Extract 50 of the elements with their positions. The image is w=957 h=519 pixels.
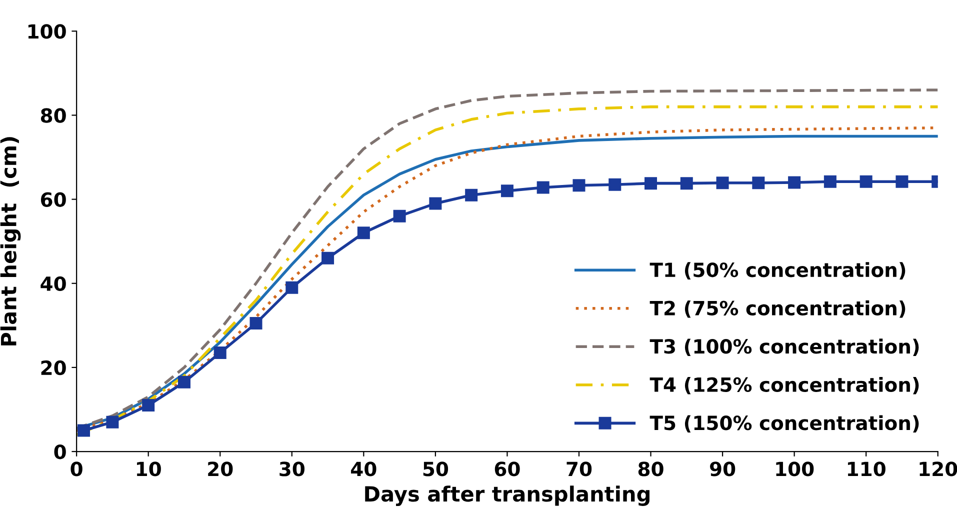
point: [572, 179, 586, 192]
point: [465, 188, 478, 202]
point: [214, 346, 226, 359]
point: [357, 226, 370, 240]
x-tick-label: 20: [208, 462, 233, 476]
x-axis-title: Days after transplanting: [365, 486, 650, 506]
x-tick-label: 110: [848, 462, 886, 476]
point: [608, 178, 622, 191]
x-tick-label: 120: [920, 462, 957, 476]
point: [429, 197, 442, 210]
y-tick-label: 80: [40, 108, 66, 123]
x-tick-label: 100: [776, 462, 814, 476]
point: [500, 184, 514, 198]
y-tick-label: 0: [54, 444, 66, 460]
x-tick-label: 10: [137, 462, 161, 476]
x-tick-label: 30: [280, 462, 304, 476]
point: [644, 177, 658, 190]
legend-label: T5 (150% concentration): [650, 415, 919, 433]
x-tick-label: 0: [70, 462, 82, 476]
point: [178, 376, 190, 388]
y-tick-label: 100: [28, 24, 66, 39]
point: [250, 317, 262, 330]
point: [142, 399, 155, 412]
point: [716, 176, 729, 190]
legend-label: T1 (50% concentration): [650, 262, 906, 280]
point: [896, 175, 908, 188]
point: [536, 181, 550, 194]
x-tick-label: 40: [351, 462, 376, 476]
legend-label: T4 (125% concentration): [650, 376, 919, 394]
point: [286, 281, 298, 294]
x-tick-label: 90: [710, 462, 736, 476]
point: [788, 176, 801, 189]
point: [393, 210, 406, 222]
legend-label: T2 (75% concentration): [650, 300, 906, 318]
y-tick-label: 40: [40, 276, 66, 292]
y-tick-label: 20: [41, 360, 66, 376]
point: [77, 424, 90, 437]
point: [752, 176, 765, 190]
point: [680, 177, 693, 190]
point: [322, 252, 334, 264]
legend-label: T3 (100% concentration): [650, 338, 919, 356]
y-tick-label: 60: [40, 192, 66, 207]
x-tick-label: 80: [638, 462, 664, 476]
x-tick-label: 50: [423, 462, 448, 476]
point: [106, 416, 119, 428]
x-tick-label: 70: [566, 462, 592, 476]
point: [860, 175, 872, 188]
y-axis-title: Plant height (cm): [0, 137, 21, 346]
point: [824, 175, 836, 188]
x-tick-label: 60: [494, 462, 520, 476]
